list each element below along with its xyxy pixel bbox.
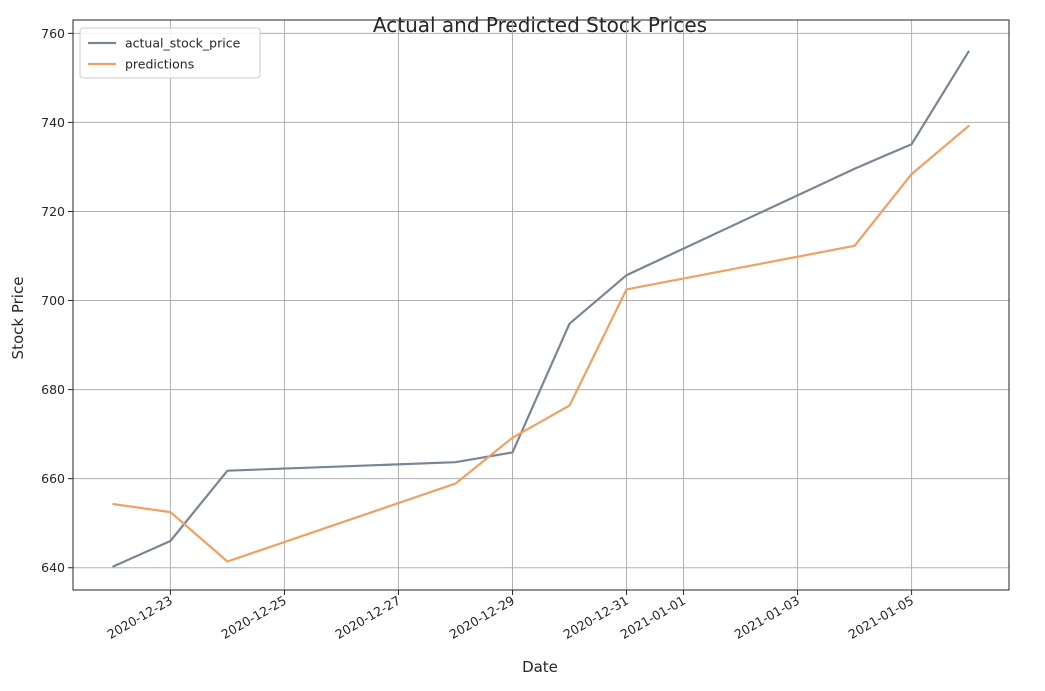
x-axis-label: Date: [522, 658, 558, 676]
legend-frame: [79, 27, 261, 79]
legend-label: predictions: [125, 57, 194, 72]
series-lines: [112, 50, 970, 568]
y-axis: 640 660 680 700 720 740 760: [41, 26, 73, 575]
y-tick-label: 700: [41, 293, 65, 308]
plot-frame: [72, 19, 1010, 591]
y-tick-label: 740: [41, 115, 65, 130]
y-axis-label: Stock Price: [9, 277, 27, 360]
x-tick-label: 2020-12-23: [104, 593, 174, 642]
x-tick-label: 2020-12-27: [333, 593, 403, 642]
y-tick-label: 660: [41, 471, 65, 486]
x-tick-label: 2021-01-03: [732, 593, 802, 642]
y-tick-label: 760: [41, 26, 65, 41]
legend-label: actual_stock_price: [125, 36, 241, 51]
y-tick-label: 640: [41, 560, 65, 575]
y-tick-label: 680: [41, 382, 65, 397]
x-axis: 2020-12-23 2020-12-25 2020-12-27 2020-12-29…: [104, 590, 916, 642]
series-line-actual_stock_price: [112, 50, 970, 568]
x-tick-label: 2020-12-25: [219, 593, 289, 642]
legend: actual_stock_price predictions: [79, 27, 261, 79]
grid: [73, 20, 1009, 590]
x-tick-label: 2020-12-29: [447, 593, 517, 642]
series-line-predictions: [112, 124, 970, 563]
y-tick-label: 720: [41, 204, 65, 219]
x-tick-label: 2021-01-05: [846, 593, 916, 642]
x-tick-label: 2021-01-01: [618, 593, 688, 642]
